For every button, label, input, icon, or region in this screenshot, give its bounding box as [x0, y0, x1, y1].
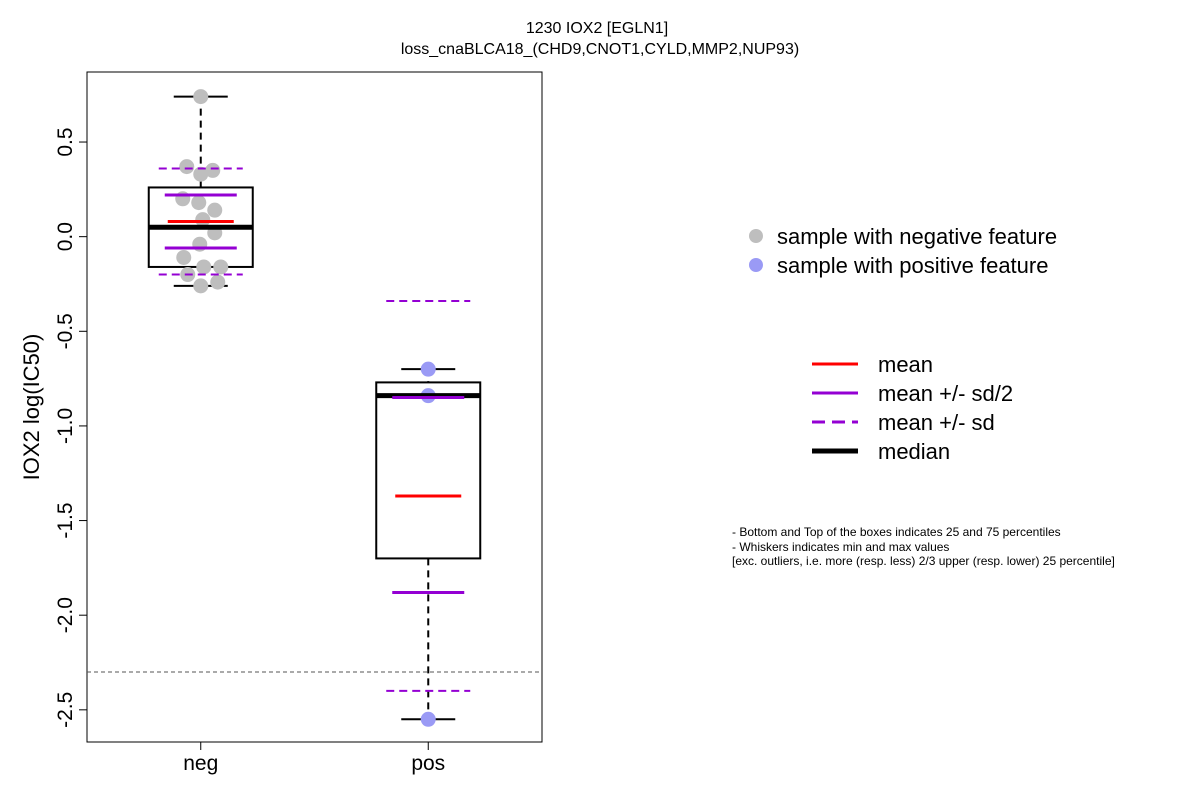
legend-point-label: sample with negative feature	[777, 224, 1057, 249]
legend-point-marker	[749, 258, 763, 272]
legend-line-label: mean +/- sd/2	[878, 381, 1013, 406]
data-point	[193, 278, 209, 294]
y-tick-label: -1.0	[54, 408, 77, 444]
legend-line-label: mean +/- sd	[878, 410, 995, 435]
note-line: [exc. outliers, i.e. more (resp. less) 2…	[732, 554, 1115, 568]
y-tick-label: -0.5	[54, 313, 77, 349]
box	[375, 381, 482, 560]
chart-title: 1230 IOX2 [EGLN1]	[526, 20, 668, 37]
data-point	[196, 259, 212, 275]
data-point	[210, 274, 226, 290]
x-tick-label: pos	[411, 752, 445, 775]
data-point	[207, 202, 223, 218]
data-point	[179, 159, 195, 175]
data-point	[193, 166, 209, 182]
data-point	[193, 89, 209, 105]
plot-frame	[86, 71, 543, 743]
data-point	[205, 162, 221, 178]
notes: - Bottom and Top of the boxes indicates …	[732, 525, 1115, 569]
data-point	[420, 361, 436, 377]
y-tick-label: -2.0	[54, 597, 77, 633]
legend-point-label: sample with positive feature	[777, 253, 1048, 278]
y-tick-label: -1.5	[54, 502, 77, 538]
data-point	[176, 249, 192, 265]
data-point	[213, 259, 229, 275]
legend: sample with negative feature sample with …	[749, 224, 1057, 464]
data-point	[420, 711, 436, 727]
legend-line-label: median	[878, 439, 950, 464]
note-line: - Whiskers indicates min and max values	[732, 539, 950, 554]
y-axis-label: IOX2 log(IC50)	[19, 334, 44, 481]
y-tick-label: 0.0	[54, 222, 77, 251]
plot-area: 0.5 0.0 -0.5 -1.0 -1.5 -2.0 -2.5 neg pos	[54, 71, 543, 775]
chart-subtitle: loss_cnaBLCA18_(CHD9,CNOT1,CYLD,MMP2,NUP…	[401, 41, 799, 58]
x-tick-label: neg	[183, 752, 218, 775]
note-line: - Bottom and Top of the boxes indicates …	[732, 525, 1061, 539]
y-tick-label: -2.5	[54, 692, 77, 728]
y-tick-label: 0.5	[54, 127, 77, 156]
legend-point-marker	[749, 229, 763, 243]
data-point	[195, 212, 211, 228]
data-point	[191, 195, 207, 211]
legend-line-label: mean	[878, 352, 933, 377]
